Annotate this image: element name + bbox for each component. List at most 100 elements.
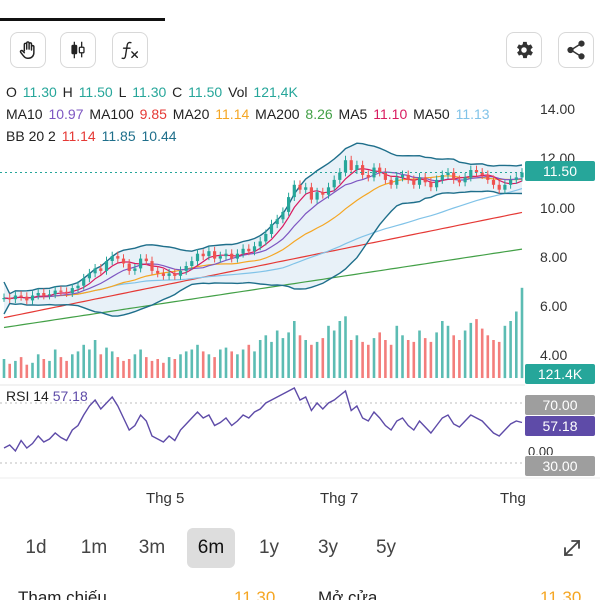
- candle-body: [463, 177, 467, 183]
- candle-body: [378, 167, 382, 173]
- open-label: O: [6, 84, 17, 100]
- candle-body: [156, 270, 160, 274]
- volume-bar: [105, 347, 108, 378]
- price-tick-8: 8.00: [540, 249, 568, 265]
- candle-body: [309, 187, 313, 200]
- candle-body: [13, 295, 17, 300]
- volume-bar: [150, 360, 154, 378]
- rsi-line: [3, 387, 523, 453]
- period-1d[interactable]: 1d: [25, 537, 47, 558]
- expand-icon[interactable]: [560, 536, 584, 560]
- candle-body: [503, 184, 507, 190]
- candle-body: [133, 268, 137, 271]
- volume-bar: [441, 321, 444, 378]
- candle-body: [343, 160, 348, 173]
- volume-bar: [156, 359, 159, 378]
- settings-button[interactable]: [506, 32, 542, 68]
- candle-body: [207, 251, 211, 257]
- volume-bar: [270, 341, 273, 378]
- candle-body: [59, 290, 63, 292]
- candle-body: [252, 246, 257, 252]
- candle-body: [281, 211, 285, 220]
- bb-lower-value: 10.44: [141, 128, 177, 144]
- period-selector: 1d 1m 3m 6m 1y 3y 5y: [12, 528, 588, 568]
- period-6m[interactable]: 6m: [187, 528, 235, 568]
- indicator-button[interactable]: [112, 32, 148, 68]
- volume-bar: [8, 363, 11, 379]
- period-3m[interactable]: 3m: [138, 537, 166, 558]
- bollinger-lower: [3, 190, 523, 317]
- volume-bar: [241, 349, 245, 378]
- price-chart[interactable]: [0, 72, 600, 512]
- hand-tool-button[interactable]: [10, 32, 46, 68]
- candle-body: [383, 172, 387, 180]
- rsi-legend: RSI 14 57.18: [6, 388, 88, 404]
- candle-body: [116, 256, 120, 259]
- volume-bar: [42, 359, 46, 378]
- ma50-value: 11.13: [455, 106, 490, 122]
- candle-body: [139, 258, 143, 269]
- candle-body: [2, 298, 6, 300]
- share-icon: [567, 40, 585, 60]
- candle-body: [230, 253, 234, 259]
- period-1m[interactable]: 1m: [80, 537, 108, 558]
- volume-bar: [515, 311, 518, 378]
- candle-body: [417, 177, 422, 185]
- volume-bar: [14, 360, 17, 378]
- volume-bar: [480, 328, 484, 378]
- volume-bar: [327, 325, 330, 379]
- volume-bar: [76, 351, 80, 378]
- chart-canvas[interactable]: [0, 72, 600, 512]
- candle-body: [412, 179, 416, 185]
- candle-body: [304, 187, 308, 190]
- low-value: 11.30: [132, 84, 167, 100]
- rsi-value-tag: 57.18: [525, 416, 595, 436]
- rsi-value: 57.18: [52, 388, 88, 404]
- candle-type-button[interactable]: [60, 32, 96, 68]
- candle-body: [372, 167, 376, 178]
- candle-body: [127, 263, 131, 271]
- volume-bar: [65, 360, 68, 378]
- period-1y[interactable]: 1y: [258, 537, 280, 558]
- period-5y[interactable]: 5y: [375, 537, 397, 558]
- candle-body: [406, 175, 410, 180]
- volume-bar: [145, 357, 148, 378]
- chart-toolbar: [0, 32, 600, 72]
- volume-bar: [492, 340, 495, 378]
- volume-bar: [127, 359, 131, 378]
- share-button[interactable]: [558, 32, 594, 68]
- period-3y[interactable]: 3y: [317, 537, 339, 558]
- candle-body: [247, 248, 251, 252]
- candle-body: [42, 293, 46, 296]
- volume-bar: [247, 344, 251, 379]
- ma50-label: MA50: [413, 106, 450, 122]
- candle-body: [25, 296, 29, 301]
- quote-summary-row: Tham chiếu 11.30 Mở cửa 11.30: [0, 588, 600, 600]
- candle-body: [389, 179, 393, 185]
- volume-bar: [281, 338, 285, 378]
- candle-body: [520, 172, 524, 178]
- volume-bar: [88, 349, 91, 378]
- last-price-tag: 11.50: [525, 161, 595, 181]
- candlestick-icon: [71, 41, 85, 59]
- bb-label: BB 20 2: [6, 128, 56, 144]
- candle-body: [19, 295, 23, 297]
- candle-body: [144, 258, 148, 262]
- open-price-label: Mở cửa: [318, 588, 378, 600]
- volume-bar: [401, 335, 404, 379]
- volume-bar: [458, 340, 461, 378]
- candle-body: [491, 179, 496, 185]
- volume-bar: [389, 344, 393, 379]
- candle-body: [195, 253, 200, 262]
- candle-body: [53, 290, 57, 295]
- volume-bar: [287, 332, 290, 378]
- volume-bar: [116, 357, 120, 378]
- candle-body: [213, 251, 217, 259]
- candle-body: [190, 261, 194, 266]
- candle-body: [178, 270, 183, 276]
- candle-body: [8, 298, 12, 300]
- candle-body: [361, 165, 365, 175]
- volume-bar: [36, 354, 40, 379]
- active-tab-indicator: [0, 18, 165, 21]
- volume-bar: [253, 351, 256, 378]
